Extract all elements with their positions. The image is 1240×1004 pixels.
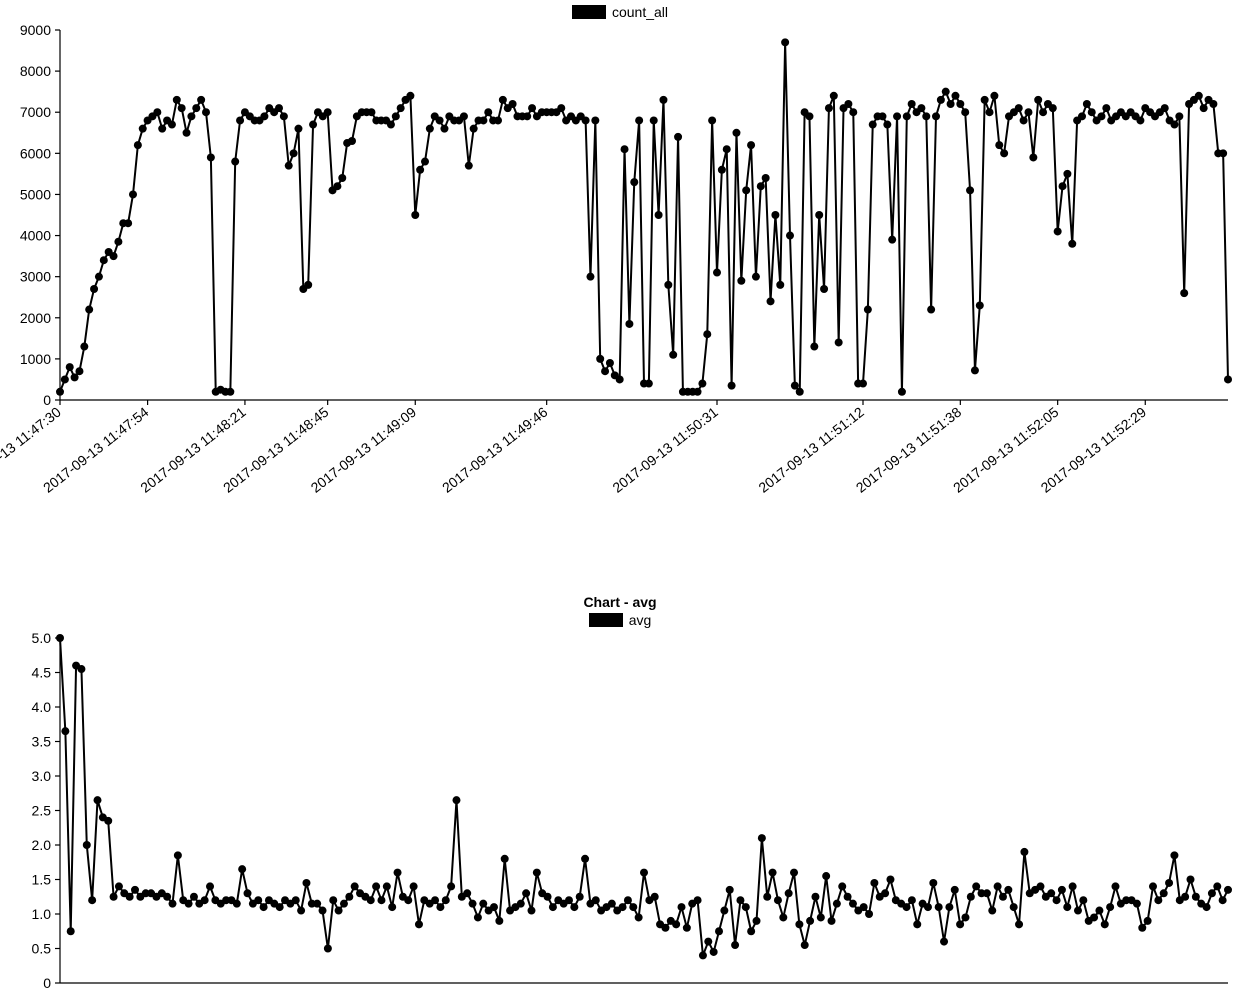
svg-text:2017-09-13 11:50:31: 2017-09-13 11:50:31 — [609, 404, 721, 496]
svg-text:4000: 4000 — [20, 228, 51, 244]
svg-text:2017-09-13 11:49:46: 2017-09-13 11:49:46 — [439, 404, 551, 496]
svg-text:1.0: 1.0 — [32, 906, 52, 922]
chart2-legend: avg — [0, 612, 1240, 628]
chart2-legend-swatch — [589, 613, 623, 627]
svg-text:1.5: 1.5 — [32, 872, 52, 888]
svg-text:0: 0 — [43, 975, 51, 991]
chart1-legend: count_all — [0, 4, 1240, 20]
svg-text:3000: 3000 — [20, 269, 51, 285]
svg-text:1000: 1000 — [20, 351, 51, 367]
svg-text:3.5: 3.5 — [32, 734, 52, 750]
svg-text:7000: 7000 — [20, 104, 51, 120]
svg-text:0.5: 0.5 — [32, 941, 52, 957]
svg-text:2.5: 2.5 — [32, 803, 52, 819]
svg-text:2.0: 2.0 — [32, 837, 52, 853]
svg-text:4.5: 4.5 — [32, 665, 52, 681]
svg-text:2017-09-13 11:51:38: 2017-09-13 11:51:38 — [853, 404, 965, 496]
svg-text:6000: 6000 — [20, 145, 51, 161]
chart2-legend-label: avg — [629, 612, 652, 628]
svg-text:5000: 5000 — [20, 186, 51, 202]
svg-text:4.0: 4.0 — [32, 699, 52, 715]
chart1-legend-swatch — [572, 5, 606, 19]
chart2-avg: 0 0.5 1.0 1.5 2.0 2.5 3.0 3.5 4.0 4.5 5.0 — [0, 628, 1240, 998]
svg-text:0: 0 — [43, 392, 51, 408]
chart1-legend-label: count_all — [612, 4, 668, 20]
chart1-count-all: 0 1000 2000 3000 4000 5000 6000 7000 8000 9000 201… — [0, 20, 1240, 580]
svg-text:3.0: 3.0 — [32, 768, 52, 784]
svg-text:9000: 9000 — [20, 22, 51, 38]
svg-text:2000: 2000 — [20, 310, 51, 326]
chart2-title: Chart - avg — [0, 594, 1240, 610]
svg-text:8000: 8000 — [20, 63, 51, 79]
svg-text:5.0: 5.0 — [32, 630, 52, 646]
svg-text:2017-09-13 11:51:12: 2017-09-13 11:51:12 — [755, 404, 867, 496]
